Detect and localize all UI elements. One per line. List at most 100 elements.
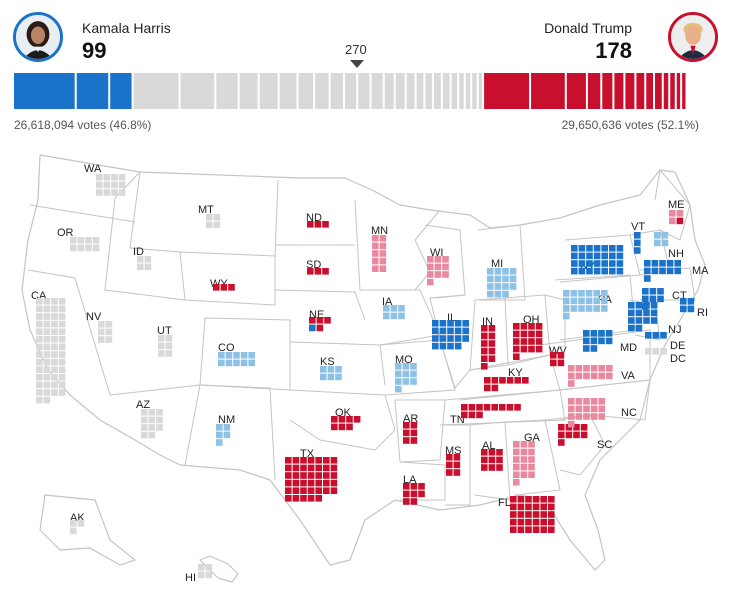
state-va[interactable]: VA [568, 365, 636, 387]
state-dc[interactable]: DC [645, 348, 686, 365]
ev-bar-segment [416, 73, 424, 109]
ev-block [643, 309, 650, 317]
state-ut[interactable]: UT [157, 325, 173, 357]
state-ia[interactable]: IA [382, 296, 405, 320]
ev-block [216, 424, 223, 431]
state-nv[interactable]: NV [86, 311, 113, 343]
state-vt[interactable]: VT [631, 221, 645, 254]
state-tx[interactable]: TX [285, 448, 338, 502]
ev-block [454, 335, 462, 342]
state-wi[interactable]: WI [427, 247, 449, 286]
ev-block [410, 429, 418, 437]
state-ny[interactable]: NY [571, 245, 624, 275]
state-label: MN [371, 225, 388, 237]
ev-block [502, 275, 509, 283]
state-ga[interactable]: GA [513, 432, 541, 486]
state-tn[interactable]: TN [450, 404, 521, 426]
ev-bar-segment [676, 73, 681, 109]
state-ky[interactable]: KY [484, 367, 529, 392]
ev-block [496, 464, 503, 471]
state-id[interactable]: ID [133, 246, 152, 271]
state-co[interactable]: CO [218, 342, 255, 367]
ev-block [111, 189, 118, 196]
ev-block [598, 365, 605, 372]
harris-electoral-votes: 99 [82, 38, 107, 63]
ev-block [487, 283, 494, 290]
ev-block [517, 518, 525, 526]
ev-block [573, 424, 580, 431]
ev-block [105, 321, 113, 328]
state-ma[interactable]: MA [644, 260, 709, 282]
state-nm[interactable]: NM [216, 414, 235, 446]
ev-block [292, 464, 300, 472]
state-mo[interactable]: MO [395, 354, 417, 393]
ev-block [488, 325, 496, 332]
ev-block [331, 416, 338, 423]
state-nd[interactable]: ND [306, 212, 329, 228]
state-me[interactable]: ME [668, 199, 685, 225]
state-ak[interactable]: AK [70, 512, 85, 535]
ev-block [520, 448, 528, 456]
state-mt[interactable]: MT [198, 204, 221, 229]
state-or[interactable]: OR [57, 227, 100, 252]
state-ca[interactable]: CA [31, 290, 66, 404]
state-nj[interactable]: NJ [628, 302, 681, 336]
state-fl[interactable]: FL [498, 496, 555, 533]
ev-block [583, 372, 590, 380]
state-hi[interactable]: HI [185, 564, 213, 584]
state-la[interactable]: LA [403, 474, 425, 505]
ev-block [563, 305, 570, 312]
state-ok[interactable]: OK [331, 407, 361, 431]
state-wv[interactable]: WV [549, 345, 567, 367]
ev-block [395, 385, 402, 393]
state-de[interactable]: DE [645, 332, 685, 352]
ev-block [403, 437, 410, 444]
ev-block [156, 416, 163, 424]
ev-block [300, 495, 307, 502]
state-ri[interactable]: RI [680, 298, 708, 319]
ev-block [488, 340, 496, 347]
state-pa[interactable]: PA [563, 290, 613, 320]
state-il[interactable]: IL [432, 312, 469, 350]
state-ar[interactable]: AR [403, 413, 418, 444]
ev-block [43, 389, 51, 396]
state-ms[interactable]: MS [445, 445, 462, 476]
ev-block [650, 317, 658, 324]
ev-block [331, 423, 338, 431]
state-oh[interactable]: OH [513, 314, 543, 360]
ev-block [346, 423, 353, 431]
ev-bar-segment [239, 73, 258, 109]
state-sd[interactable]: SD [306, 259, 329, 275]
state-mn[interactable]: MN [371, 225, 388, 272]
state-in[interactable]: IN [481, 316, 496, 370]
state-md[interactable]: MD [583, 330, 637, 354]
ev-bar-segment [478, 73, 483, 109]
ev-block [36, 396, 43, 404]
ev-block [462, 335, 469, 342]
state-nh[interactable]: NH [654, 232, 684, 260]
state-ne[interactable]: NE [309, 309, 331, 332]
ev-block [307, 464, 315, 472]
ev-block [285, 464, 292, 472]
state-ks[interactable]: KS [320, 356, 342, 381]
state-mi[interactable]: MI [487, 258, 517, 298]
ev-block [652, 348, 660, 355]
state-nc[interactable]: NC [568, 398, 637, 428]
ev-block [593, 245, 601, 252]
state-sc[interactable]: SC [558, 424, 612, 451]
ev-block [77, 520, 85, 527]
ev-block [118, 181, 126, 189]
state-al[interactable]: AL [481, 440, 503, 471]
ev-block [481, 355, 488, 362]
trump-avatar [668, 12, 718, 62]
ev-block [601, 267, 608, 275]
ev-block [141, 431, 148, 439]
ev-block [300, 487, 307, 494]
ev-block [36, 336, 43, 343]
ev-block [198, 564, 205, 571]
ev-block [657, 295, 664, 303]
state-wy[interactable]: WY [210, 278, 235, 291]
state-wa[interactable]: WA [84, 163, 126, 196]
state-az[interactable]: AZ [136, 399, 163, 439]
ev-block [58, 313, 66, 320]
